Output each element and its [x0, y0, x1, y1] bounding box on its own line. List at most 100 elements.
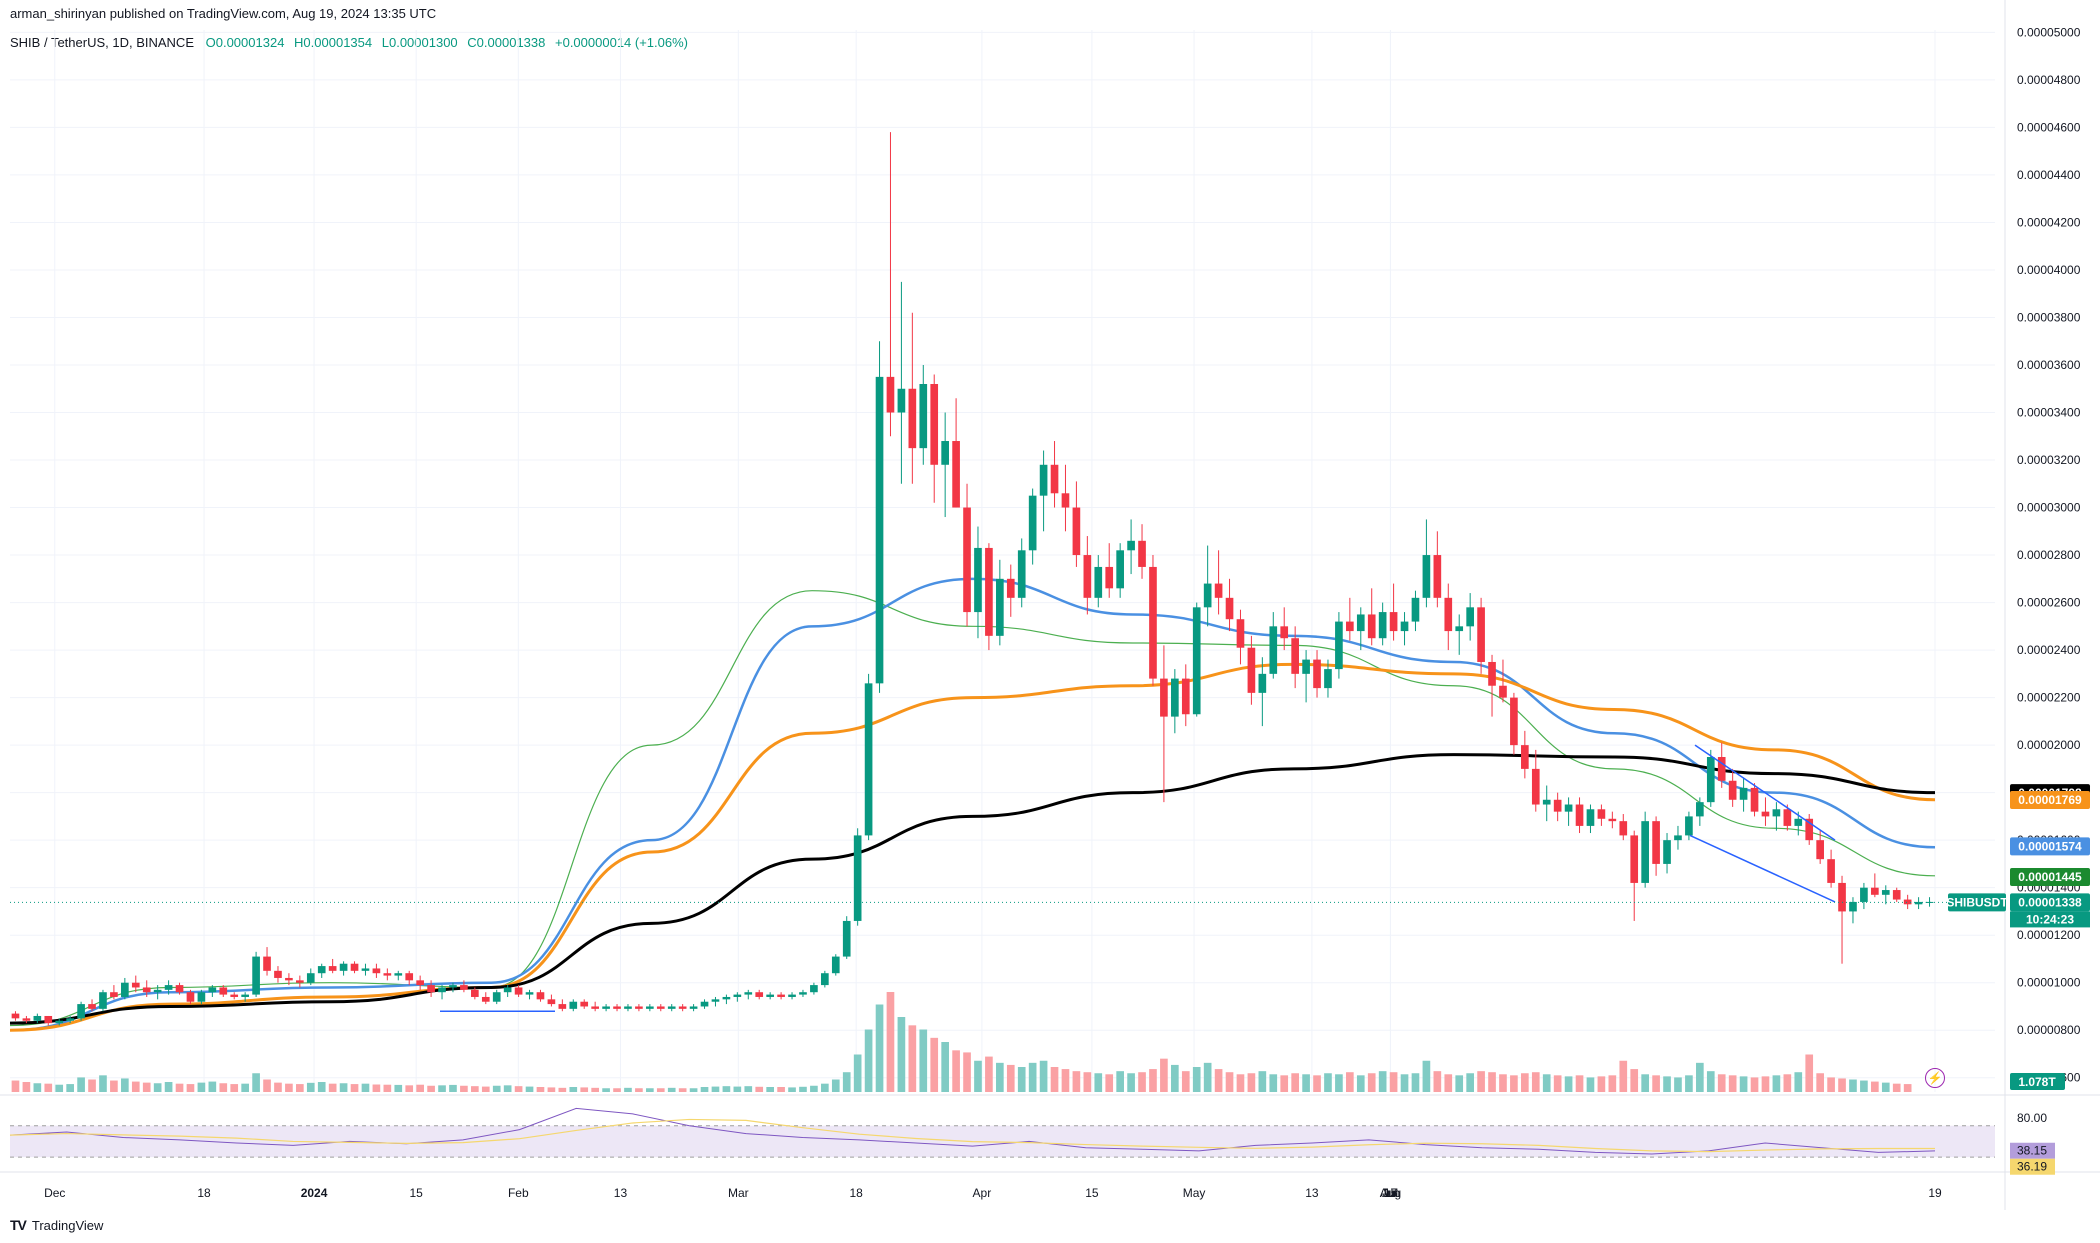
volume-bar	[799, 1086, 807, 1092]
time-tick-label: Aug	[1380, 1186, 1401, 1200]
volume-bar	[1728, 1075, 1737, 1092]
volume-bar	[1608, 1075, 1617, 1092]
volume-bar	[1138, 1072, 1146, 1092]
candle-body	[22, 1018, 31, 1021]
volume-bar	[963, 1052, 971, 1092]
candle-body	[1663, 840, 1671, 864]
candle-body	[1586, 809, 1595, 826]
volume-bar	[1160, 1058, 1168, 1092]
price-tick-label: 0.00004600	[2017, 120, 2081, 134]
candle-body	[110, 992, 118, 997]
price-tick-label: 0.00005000	[2017, 25, 2081, 39]
candle-body	[1400, 621, 1409, 632]
symbol-name[interactable]: SHIB / TetherUS, 1D, BINANCE	[10, 35, 194, 50]
candle-body	[230, 994, 239, 997]
volume-bar	[77, 1077, 85, 1092]
volume-bar	[1444, 1074, 1453, 1092]
volume-bar	[788, 1087, 796, 1092]
candle-body	[263, 956, 271, 971]
candle-body	[1367, 614, 1376, 639]
volume-bar	[1717, 1074, 1726, 1092]
time-tick-label: 15	[1384, 1186, 1398, 1200]
volume-bar	[66, 1084, 74, 1092]
time-tick-label: 19	[1928, 1186, 1942, 1200]
candle-body	[831, 956, 840, 974]
lightning-icon[interactable]: ⚡	[1925, 1068, 1945, 1088]
tradingview-logo-icon: TV	[10, 1217, 27, 1233]
candle-body	[1772, 809, 1781, 817]
price-tick-label: 0.00003200	[2017, 453, 2081, 467]
volume-bar	[996, 1062, 1004, 1092]
volume-bar	[678, 1088, 687, 1092]
volume-bar	[1116, 1071, 1124, 1092]
candle-body	[1039, 464, 1048, 496]
volume-bar	[733, 1086, 742, 1092]
candle-body	[1477, 607, 1485, 662]
volume-bar	[635, 1088, 643, 1092]
volume-bar	[1838, 1078, 1846, 1092]
time-tick-label: 15	[1085, 1186, 1099, 1200]
candle-body	[1127, 540, 1135, 551]
volume-bar	[1302, 1074, 1310, 1092]
price-tick-label: 0.00002600	[2017, 596, 2081, 610]
price-tick-label: 0.00004400	[2017, 168, 2081, 182]
volume-bar	[208, 1081, 217, 1092]
volume-bar	[110, 1080, 118, 1092]
candle-body	[985, 547, 993, 636]
candle-body	[1871, 887, 1879, 895]
volume-bar	[908, 1025, 917, 1092]
volume-bar	[1696, 1062, 1704, 1092]
volume-bar	[131, 1081, 140, 1092]
ma_blue-line	[9, 577, 1936, 1032]
price-tick-label: 0.00003000	[2017, 501, 2081, 515]
candle-body	[317, 966, 326, 974]
volume-bar	[317, 1082, 326, 1092]
time-tick-label: 13	[614, 1186, 628, 1200]
ma-green-value: 0.00001445	[2018, 870, 2082, 884]
volume-bar	[974, 1060, 982, 1092]
time-tick-label: 13	[1305, 1186, 1319, 1200]
volume-bar	[1072, 1071, 1081, 1092]
candle-body	[514, 987, 523, 995]
volume-bar	[1389, 1072, 1398, 1092]
brand-label: TradingView	[31, 1217, 104, 1233]
volume-bar	[514, 1086, 523, 1092]
volume-bar	[875, 1004, 884, 1092]
volume-bar	[186, 1084, 195, 1092]
candle-body	[285, 977, 293, 981]
price-tick-label: 0.00002400	[2017, 643, 2081, 657]
candle-body	[1739, 787, 1748, 800]
volume-bar	[1006, 1064, 1015, 1092]
candle-body	[361, 968, 370, 971]
volume-bar	[1127, 1073, 1135, 1092]
tradingview-brand[interactable]: TV TradingView	[10, 1217, 103, 1233]
volume-bar	[22, 1082, 31, 1092]
candle-body	[1269, 626, 1278, 674]
ma_orange-line	[9, 662, 1936, 1032]
candle-body	[55, 1020, 64, 1024]
volume-bar	[613, 1088, 621, 1092]
volume-bar	[1794, 1072, 1803, 1092]
volume-bar	[1335, 1074, 1343, 1092]
volume-bar	[471, 1086, 479, 1092]
volume-bar	[88, 1079, 96, 1092]
candle-body	[1192, 607, 1201, 715]
candle-body	[1138, 540, 1146, 567]
volume-bar	[1586, 1077, 1595, 1092]
candle-body	[1061, 493, 1070, 508]
candle-body	[1564, 804, 1573, 812]
candle-body	[1433, 555, 1442, 598]
volume-bar	[503, 1085, 512, 1092]
rsi-level-label: 80.00	[2017, 1111, 2047, 1125]
candle-body	[1488, 661, 1496, 686]
volume-bar	[296, 1084, 304, 1092]
candle-body	[252, 956, 260, 995]
volume-bar	[1181, 1071, 1190, 1092]
volume-bar	[1652, 1075, 1660, 1092]
volume-bar	[558, 1087, 567, 1092]
volume-bar	[1575, 1075, 1584, 1092]
last-price-badge	[2010, 893, 2090, 912]
candle-body	[427, 985, 435, 993]
volume-bar	[383, 1084, 392, 1092]
